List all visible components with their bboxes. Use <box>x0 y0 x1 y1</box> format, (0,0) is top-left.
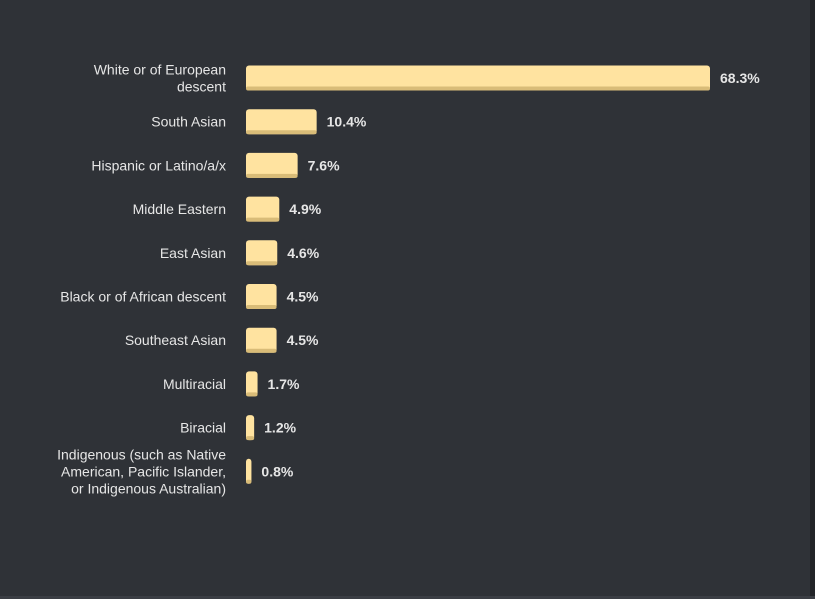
bar-shadow <box>246 130 317 135</box>
bar-shadow <box>246 217 280 222</box>
bar <box>246 240 278 266</box>
category-label: Biracial <box>180 420 226 436</box>
bar <box>246 109 317 135</box>
bar <box>246 458 252 484</box>
category-label-line: South Asian <box>151 114 226 130</box>
bar-shadow <box>246 436 255 441</box>
data-label: 1.2% <box>264 420 296 436</box>
bar <box>246 371 258 397</box>
bar-fill <box>246 152 298 178</box>
bar <box>246 284 277 309</box>
bar-fill <box>246 284 277 309</box>
data-label: 68.3% <box>720 70 760 86</box>
data-label: 4.9% <box>289 201 321 217</box>
bar-shadow <box>246 305 277 309</box>
bar-fill <box>246 327 277 353</box>
category-label: Southeast Asian <box>125 332 226 348</box>
category-label-line: Biracial <box>180 420 226 436</box>
bar-shadow <box>246 348 277 353</box>
category-label-line: White or of European <box>94 62 226 78</box>
data-label: 4.5% <box>287 332 319 348</box>
category-label-line: or Indigenous Australian) <box>71 480 226 496</box>
category-label: South Asian <box>151 114 226 130</box>
bar <box>246 152 298 178</box>
category-label: Indigenous (such as Native American, Paci… <box>57 446 226 496</box>
category-label: Black or of African descent <box>60 289 226 305</box>
category-label-line: Hispanic or Latino/a/x <box>91 157 226 173</box>
window-bottom-edge <box>0 596 815 599</box>
category-label: Multiracial <box>163 376 226 392</box>
data-label: 1.7% <box>268 376 300 392</box>
bar <box>246 327 277 353</box>
category-label-line: Middle Eastern <box>133 201 226 217</box>
bar-fill <box>246 109 317 135</box>
bar <box>246 65 710 91</box>
data-label: 7.6% <box>308 157 340 173</box>
data-label: 4.5% <box>287 289 319 305</box>
data-label: 10.4% <box>327 114 367 130</box>
bar-shadow <box>246 86 710 91</box>
category-label-line: Black or of African descent <box>60 289 226 305</box>
category-label: East Asian <box>160 245 226 261</box>
category-label: White or of European descent <box>94 62 226 95</box>
category-label-line: Multiracial <box>163 376 226 392</box>
bar-fill <box>246 371 258 397</box>
bar-fill <box>246 458 252 484</box>
category-label-line: American, Pacific Islander, <box>61 463 226 479</box>
bar-fill <box>246 196 280 222</box>
bar-fill <box>246 415 255 441</box>
bar-shadow <box>246 479 252 484</box>
bar-shadow <box>246 261 278 266</box>
data-label: 0.8% <box>261 463 293 479</box>
category-label-line: Southeast Asian <box>125 332 226 348</box>
category-label: Hispanic or Latino/a/x <box>91 157 226 173</box>
bar <box>246 196 280 222</box>
window-right-edge <box>810 0 815 599</box>
data-label: 4.6% <box>287 245 319 261</box>
bar-shadow <box>246 392 258 397</box>
bar-shadow <box>246 173 298 178</box>
category-label-line: descent <box>177 79 226 95</box>
category-label-line: Indigenous (such as Native <box>57 446 226 462</box>
bar-fill <box>246 65 710 91</box>
category-label: Middle Eastern <box>133 201 226 217</box>
bar <box>246 415 255 441</box>
bar-fill <box>246 240 278 266</box>
category-label-line: East Asian <box>160 245 226 261</box>
